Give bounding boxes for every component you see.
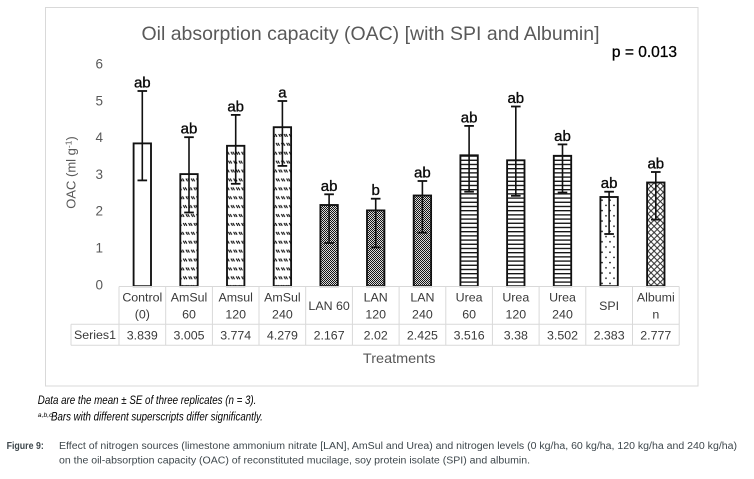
svg-text:ab: ab: [554, 128, 571, 145]
svg-text:Treatments: Treatments: [363, 350, 436, 366]
svg-text:240: 240: [272, 307, 293, 321]
svg-text:SPI: SPI: [599, 299, 619, 313]
svg-text:ab: ab: [601, 175, 618, 192]
svg-text:a: a: [278, 85, 287, 102]
svg-text:AmSul: AmSul: [264, 290, 301, 304]
svg-text:p = 0.013: p = 0.013: [612, 44, 677, 61]
svg-text:Urea: Urea: [549, 290, 576, 304]
svg-text:Albumi: Albumi: [637, 290, 675, 304]
svg-text:3.005: 3.005: [173, 329, 204, 343]
svg-text:4.279: 4.279: [267, 329, 298, 343]
svg-text:b: b: [372, 182, 380, 199]
svg-text:on the oil-absorption capacity: on the oil-absorption capacity (OAC) of …: [59, 456, 530, 467]
svg-text:60: 60: [182, 307, 196, 321]
svg-text:LAN: LAN: [364, 290, 388, 304]
svg-text:Oil absorption capacity (OAC): Oil absorption capacity (OAC) [with SPI …: [142, 23, 600, 45]
svg-text:Bars with different superscrip: Bars with different superscripts differ …: [51, 412, 263, 424]
svg-text:3.839: 3.839: [127, 329, 158, 343]
svg-text:2.425: 2.425: [407, 329, 438, 343]
svg-text:120: 120: [365, 307, 386, 321]
svg-text:ab: ab: [647, 156, 664, 173]
svg-text:3.774: 3.774: [220, 329, 251, 343]
svg-text:Urea: Urea: [502, 290, 529, 304]
svg-text:LAN 60: LAN 60: [308, 299, 349, 313]
svg-text:60: 60: [462, 307, 476, 321]
svg-text:(0): (0): [135, 307, 150, 321]
svg-text:4: 4: [95, 130, 103, 145]
svg-text:2.167: 2.167: [314, 329, 345, 343]
svg-text:2: 2: [95, 204, 103, 219]
svg-text:3.516: 3.516: [454, 329, 485, 343]
svg-text:ab: ab: [227, 98, 244, 115]
svg-text:ab: ab: [414, 165, 431, 182]
svg-text:3: 3: [95, 167, 103, 182]
svg-text:ab: ab: [181, 121, 198, 138]
svg-text:2.383: 2.383: [594, 329, 625, 343]
svg-text:Figure 9:: Figure 9:: [7, 441, 44, 452]
svg-text:1: 1: [95, 241, 103, 256]
svg-text:AmSul: AmSul: [171, 290, 208, 304]
svg-text:LAN: LAN: [410, 290, 434, 304]
svg-text:OAC (ml g-1): OAC (ml g-1): [64, 136, 79, 209]
svg-text:120: 120: [505, 307, 526, 321]
svg-text:n: n: [652, 307, 659, 321]
svg-text:2.02: 2.02: [364, 329, 388, 343]
svg-text:Data are the mean ± SE of thre: Data are the mean ± SE of three replicat…: [38, 395, 257, 407]
svg-text:ab: ab: [461, 109, 478, 126]
svg-text:0: 0: [95, 277, 103, 292]
svg-text:ab: ab: [321, 178, 338, 195]
svg-text:Amsul: Amsul: [218, 290, 252, 304]
svg-text:Urea: Urea: [456, 290, 483, 304]
svg-text:Effect of nitrogen sources (li: Effect of nitrogen sources (limestone am…: [59, 441, 737, 452]
svg-text:Series1: Series1: [74, 328, 116, 342]
svg-text:Control: Control: [122, 290, 162, 304]
svg-text:5: 5: [95, 93, 103, 108]
svg-text:3.502: 3.502: [547, 329, 578, 343]
svg-text:120: 120: [225, 307, 246, 321]
svg-text:240: 240: [552, 307, 573, 321]
svg-text:ab: ab: [507, 90, 524, 107]
svg-text:3.38: 3.38: [504, 329, 528, 343]
svg-text:ab: ab: [134, 75, 151, 92]
svg-text:240: 240: [412, 307, 433, 321]
svg-text:6: 6: [95, 57, 103, 72]
svg-text:2.777: 2.777: [640, 329, 671, 343]
svg-text:a,b,c: a,b,c: [38, 412, 53, 419]
